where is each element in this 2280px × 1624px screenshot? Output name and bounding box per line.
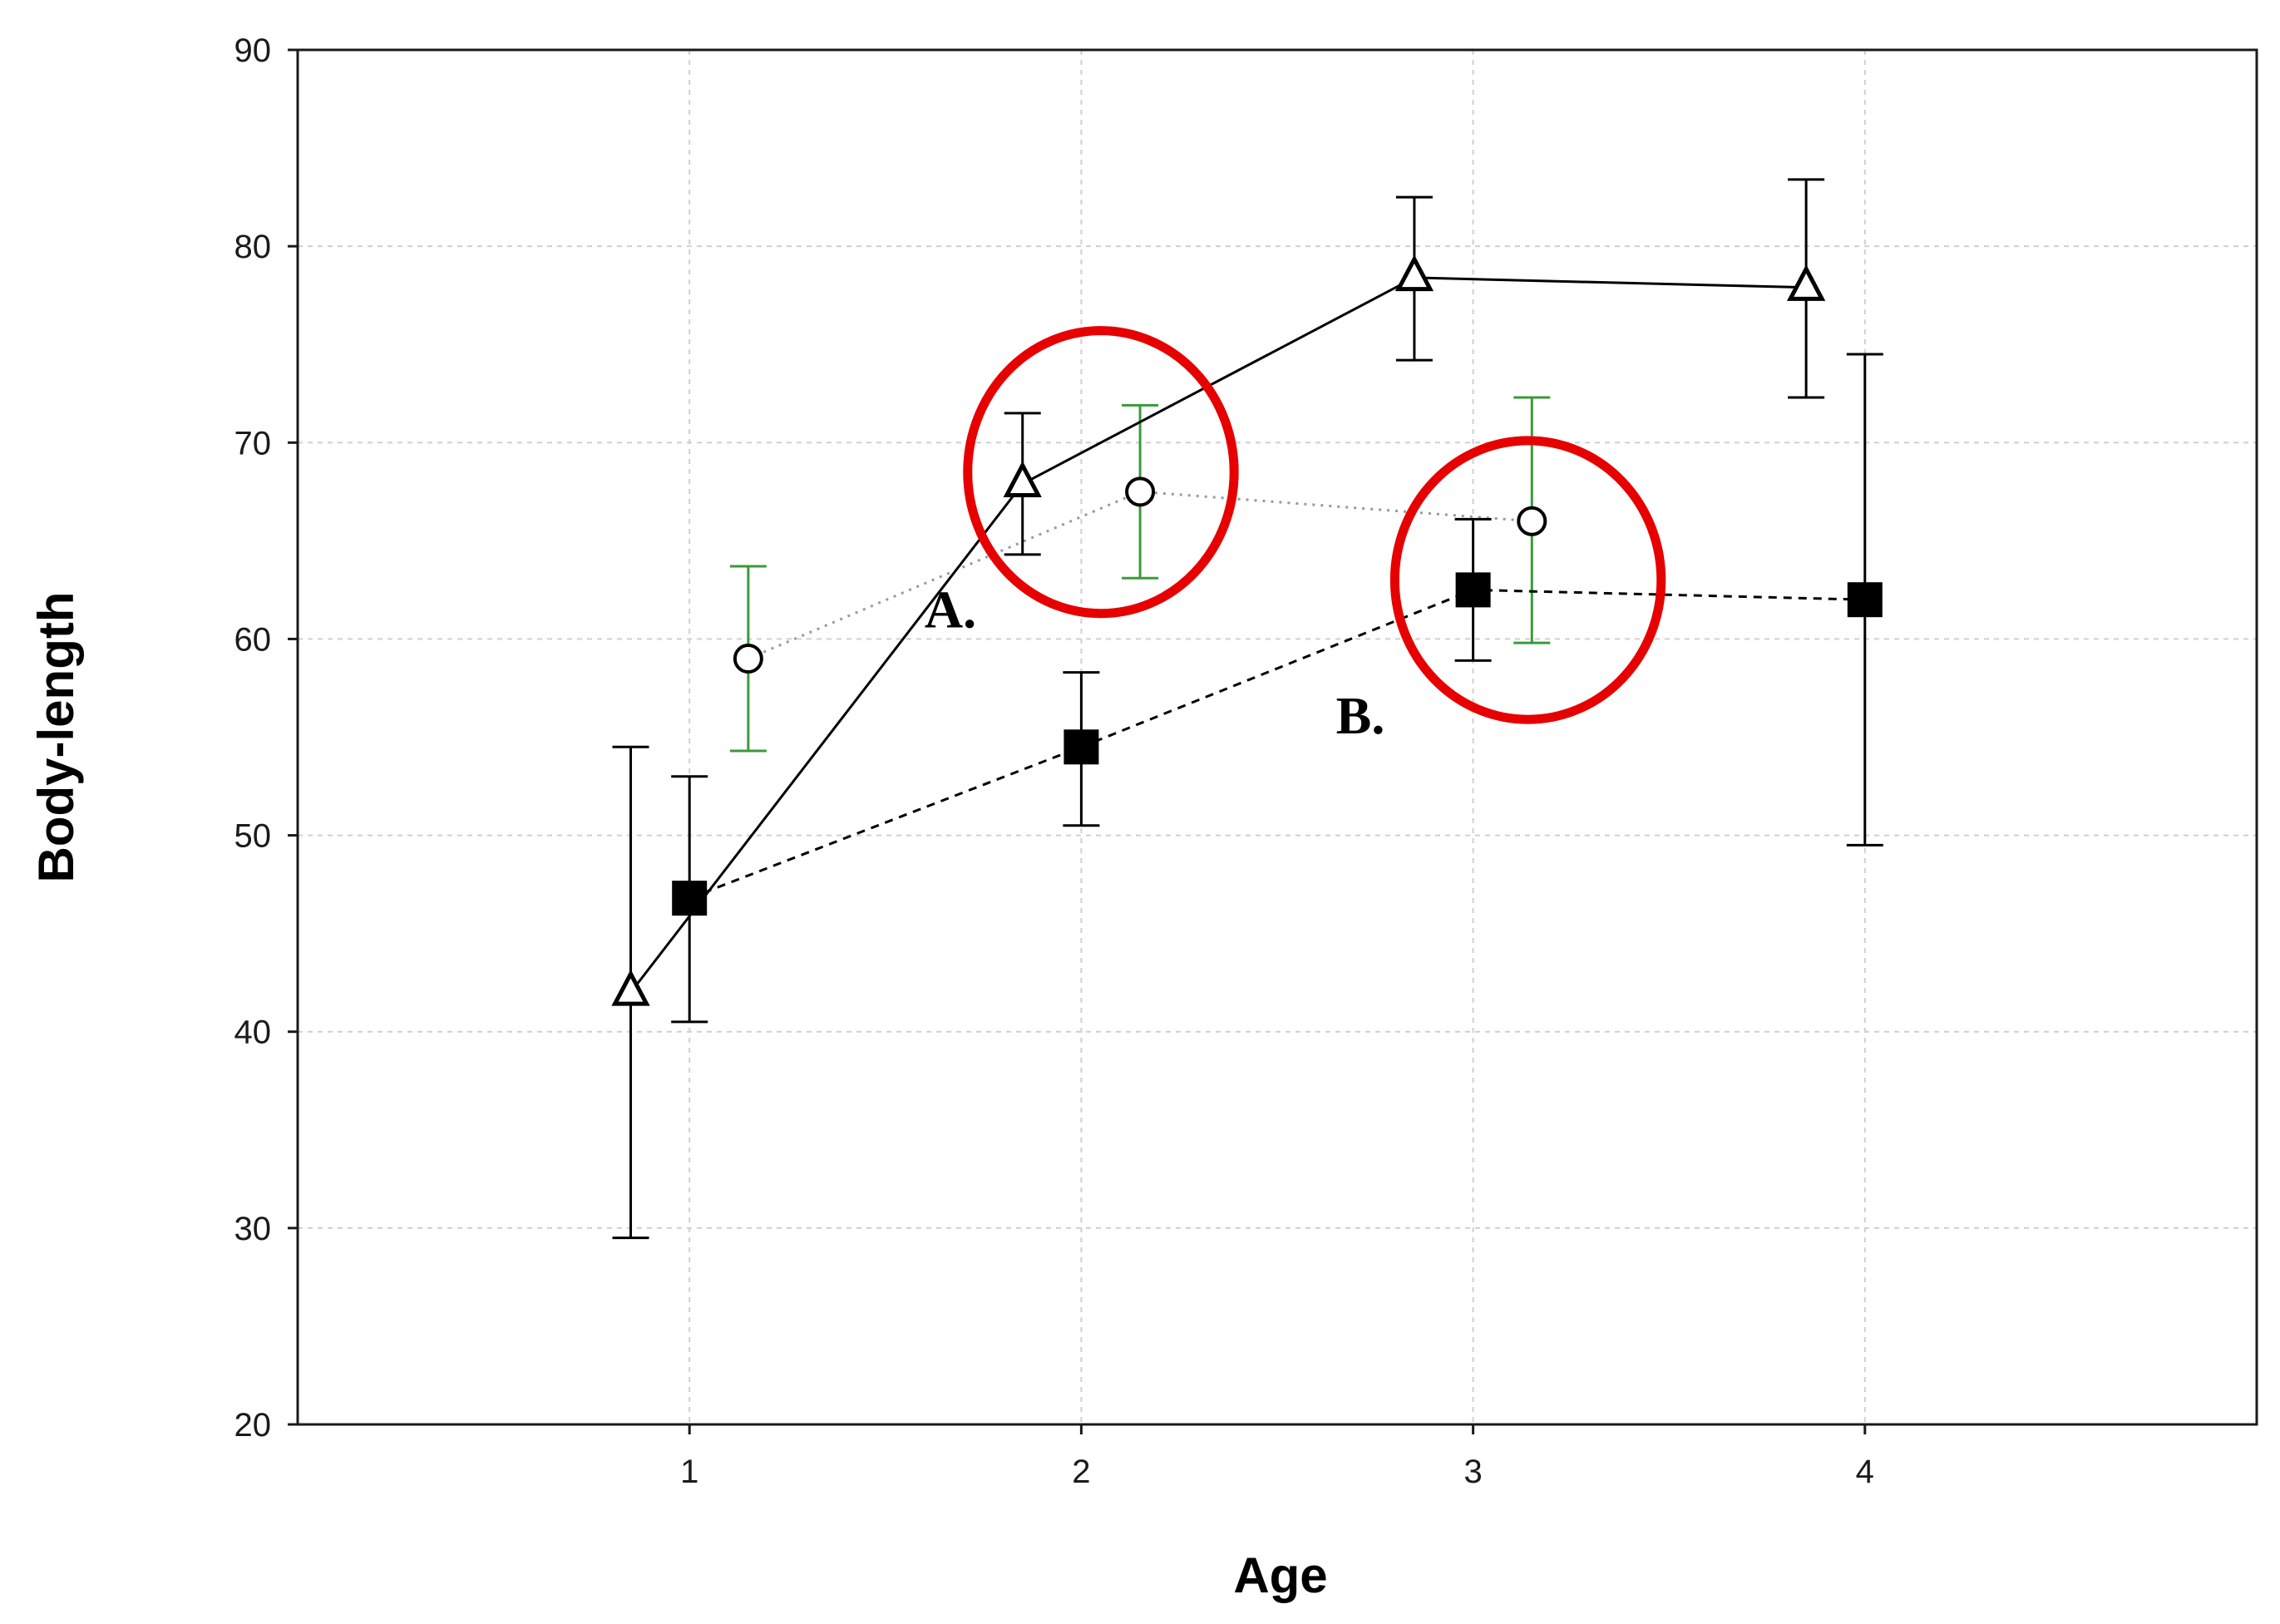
grid — [298, 50, 2257, 1424]
x-tick-label: 2 — [1072, 1454, 1090, 1490]
series-square-filled — [671, 353, 1883, 1024]
y-tick-label: 20 — [234, 1407, 272, 1444]
x-tick-label: 1 — [680, 1454, 698, 1490]
series-triangle-open — [611, 178, 1826, 1240]
data-point-square — [672, 881, 708, 916]
annotations-layer: A. B. — [925, 326, 1666, 745]
x-tick-label: 4 — [1856, 1454, 1874, 1490]
data-point-triangle — [611, 969, 650, 1006]
y-tick-label: 80 — [234, 229, 272, 265]
data-point-circle — [733, 644, 763, 674]
plot-frame — [296, 48, 2258, 1426]
x-axis-title: Age — [1233, 1547, 1327, 1603]
highlight-circle — [963, 326, 1239, 619]
data-point-circle — [1125, 476, 1156, 507]
data-point-triangle — [1394, 254, 1434, 292]
series-line — [629, 276, 1807, 994]
data-point-triangle — [1003, 461, 1042, 498]
y-tick-label: 30 — [234, 1211, 272, 1247]
data-point-square — [1847, 582, 1883, 618]
data-point-triangle — [1786, 264, 1826, 301]
data-point-square — [1064, 729, 1099, 765]
highlight-circle — [1389, 436, 1666, 724]
series-layer — [611, 178, 1883, 1240]
annotation-label: A. — [925, 580, 976, 639]
series-circle-open — [729, 396, 1551, 753]
series-line — [688, 588, 1865, 900]
y-tick-label: 90 — [234, 32, 272, 69]
annotation-label: B. — [1336, 686, 1385, 745]
x-tick-label: 3 — [1463, 1454, 1482, 1490]
data-point-square — [1455, 572, 1491, 608]
axis-ticks: 20 30 40 50 60 70 80 90 1 2 3 4 — [234, 32, 1874, 1490]
y-tick-label: 60 — [234, 621, 272, 658]
y-tick-label: 70 — [234, 425, 272, 462]
y-tick-label: 50 — [234, 818, 272, 855]
y-tick-label: 40 — [234, 1014, 272, 1051]
data-point-circle — [1517, 506, 1547, 536]
y-axis-title: Body-length — [28, 592, 84, 883]
